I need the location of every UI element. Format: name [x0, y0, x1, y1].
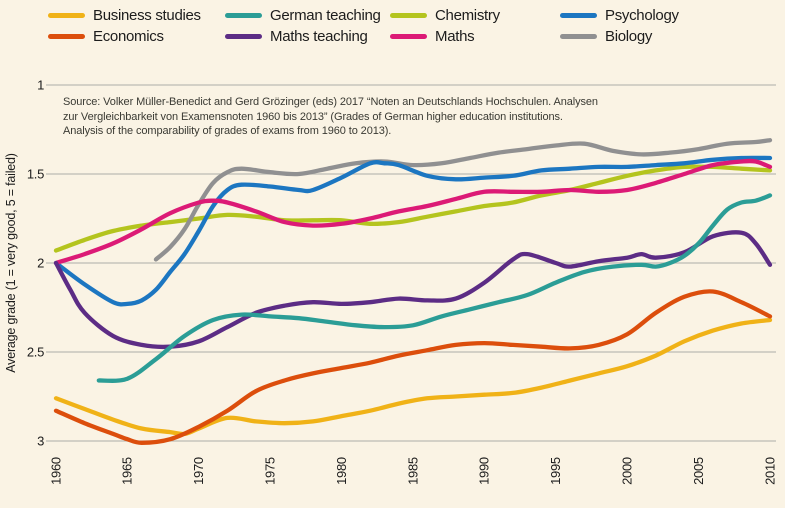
- source-line: Analysis of the comparability of grades …: [63, 125, 392, 137]
- x-tick-label-1975: 1975: [262, 457, 277, 485]
- legend-item-biology: Biology: [560, 27, 653, 45]
- series-line-psychology: [53, 155, 773, 307]
- x-tick-label-1995: 1995: [548, 457, 563, 485]
- legend-label: Maths: [435, 27, 475, 45]
- source-note: Source: Volker Müller-Benedict and Gerd …: [63, 95, 703, 139]
- legend-item-maths: Maths: [390, 27, 475, 45]
- legend-swatch-maths: [390, 33, 427, 39]
- legend-item-business-studies: Business studies: [48, 6, 201, 24]
- legend-label: Maths teaching: [270, 27, 368, 45]
- series-line-business-studies: [53, 317, 773, 437]
- x-tick-label-2000: 2000: [619, 457, 634, 485]
- legend-label: Biology: [605, 27, 653, 45]
- legend-swatch-economics: [48, 33, 85, 39]
- series-line-chemistry: [53, 164, 773, 253]
- legend: Business studies German teaching Chemist…: [0, 0, 785, 48]
- legend-label: Psychology: [605, 6, 679, 24]
- legend-swatch-maths-teaching: [225, 33, 262, 39]
- y-tick-label-2: 2: [37, 256, 44, 271]
- x-tick-label-2010: 2010: [762, 457, 777, 485]
- legend-item-german-teaching: German teaching: [225, 6, 381, 24]
- legend-item-maths-teaching: Maths teaching: [225, 27, 368, 45]
- legend-swatch-chemistry: [390, 12, 427, 18]
- legend-label: Business studies: [93, 6, 201, 24]
- y-tick-label-2.5: 2.5: [27, 345, 44, 360]
- x-tick-label-1980: 1980: [334, 457, 349, 485]
- series-line-german-teaching: [96, 193, 773, 383]
- y-tick-label-1: 1: [37, 78, 44, 93]
- legend-label: Economics: [93, 27, 164, 45]
- series-line-biology: [153, 138, 773, 262]
- legend-swatch-biology: [560, 33, 597, 39]
- x-tick-label-1985: 1985: [405, 457, 420, 485]
- legend-item-psychology: Psychology: [560, 6, 679, 24]
- legend-label: Chemistry: [435, 6, 500, 24]
- series-line-economics: [53, 289, 773, 445]
- series-line-maths: [53, 158, 773, 266]
- x-tick-label-1965: 1965: [120, 457, 135, 485]
- y-tick-label-1.5: 1.5: [27, 167, 44, 182]
- legend-label: German teaching: [270, 6, 381, 24]
- legend-swatch-psychology: [560, 12, 597, 18]
- legend-swatch-business-studies: [48, 12, 85, 18]
- source-line: zur Vergleichbarkeit von Examensnoten 19…: [63, 110, 563, 123]
- x-tick-label-1970: 1970: [191, 457, 206, 485]
- source-line: Source: Volker Müller-Benedict and Gerd …: [63, 96, 598, 108]
- legend-item-economics: Economics: [48, 27, 164, 45]
- y-tick-label-3: 3: [37, 434, 44, 449]
- legend-item-chemistry: Chemistry: [390, 6, 500, 24]
- x-tick-label-1960: 1960: [48, 457, 63, 485]
- series-line-maths-teaching: [53, 230, 773, 350]
- x-tick-label-2005: 2005: [691, 457, 706, 485]
- x-tick-label-1990: 1990: [477, 457, 492, 485]
- legend-swatch-german-teaching: [225, 12, 262, 18]
